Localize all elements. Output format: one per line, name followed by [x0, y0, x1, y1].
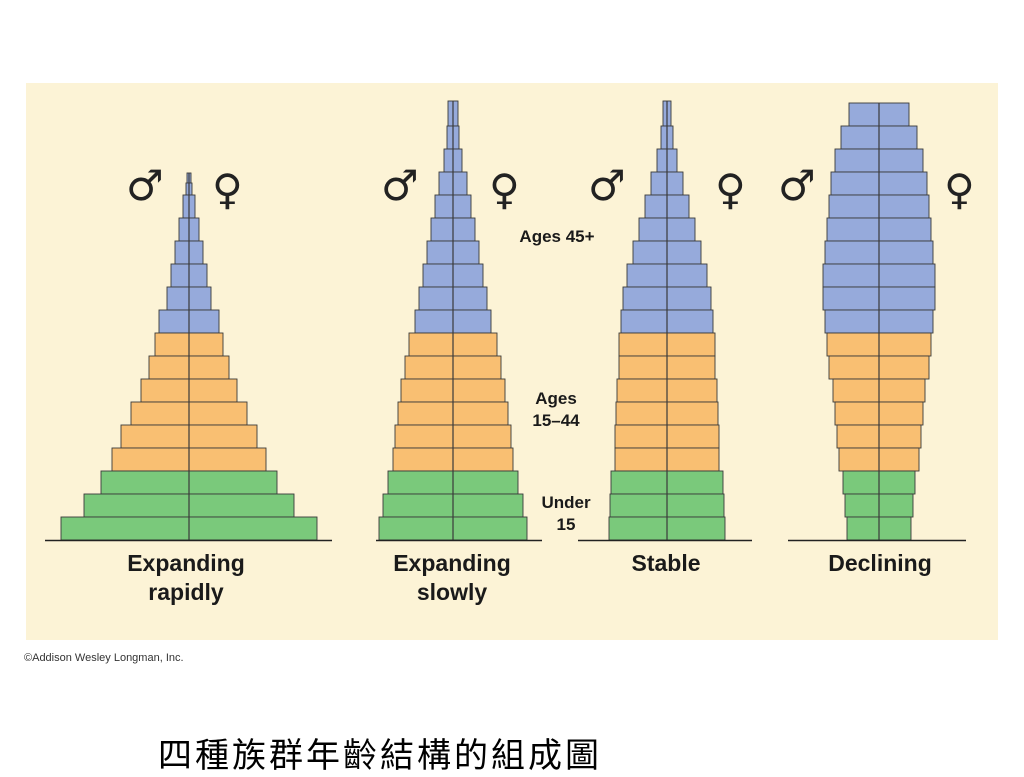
band-label-under-15-line2: 15 — [556, 515, 576, 534]
band-label-under-15: Under 15 — [520, 492, 612, 536]
pyramid-label-line1: Stable — [631, 550, 701, 576]
male-symbol-icon: ♂ — [381, 161, 419, 210]
copyright-notice: ©Addison Wesley Longman, Inc. — [24, 652, 184, 664]
band-label-ages-15-44: Ages 15–44 — [516, 388, 596, 432]
female-symbol-icon: ♀ — [715, 165, 746, 214]
male-symbol-icon: ♂ — [778, 161, 816, 210]
pyramid-label-line2: rapidly — [148, 579, 224, 605]
male-symbol-icon: ♂ — [588, 161, 626, 210]
pyramid-expanding-rapidly — [45, 172, 332, 542]
pyramid-stable — [578, 100, 752, 542]
caption-title: 四種族群年齡結構的組成圖 — [158, 736, 602, 776]
pyramid-label-line2: slowly — [416, 579, 488, 605]
age-structure-figure: ♂ ♀ ♂ ♀ ♂ ♀ ♂ ♀ Ages 45+ Ages 15–44 Unde… — [26, 83, 998, 640]
female-symbol-icon: ♀ — [489, 165, 520, 214]
band-label-ages-15-44-line1: Ages — [535, 389, 577, 408]
pyramid-label-declining: Declining — [800, 549, 960, 578]
pyramid-label-line1: Expanding — [127, 550, 245, 576]
pyramid-label-line1: Expanding — [393, 550, 511, 576]
pyramids-diagram — [45, 100, 966, 542]
pyramid-label-line1: Declining — [828, 550, 932, 576]
male-symbol-icon: ♂ — [126, 161, 164, 210]
band-label-under-15-line1: Under — [541, 493, 591, 512]
pyramid-expanding-slowly — [376, 100, 542, 542]
pyramid-label-expanding-rapidly: Expanding rapidly — [106, 549, 266, 607]
female-symbol-icon: ♀ — [944, 165, 975, 214]
pyramid-label-expanding-slowly: Expanding slowly — [370, 549, 534, 607]
band-label-ages-45-plus: Ages 45+ — [519, 227, 595, 246]
band-label-ages-15-44-line2: 15–44 — [532, 411, 580, 430]
female-symbol-icon: ♀ — [212, 165, 243, 214]
pyramid-declining — [788, 102, 966, 542]
pyramid-label-stable: Stable — [596, 549, 736, 578]
